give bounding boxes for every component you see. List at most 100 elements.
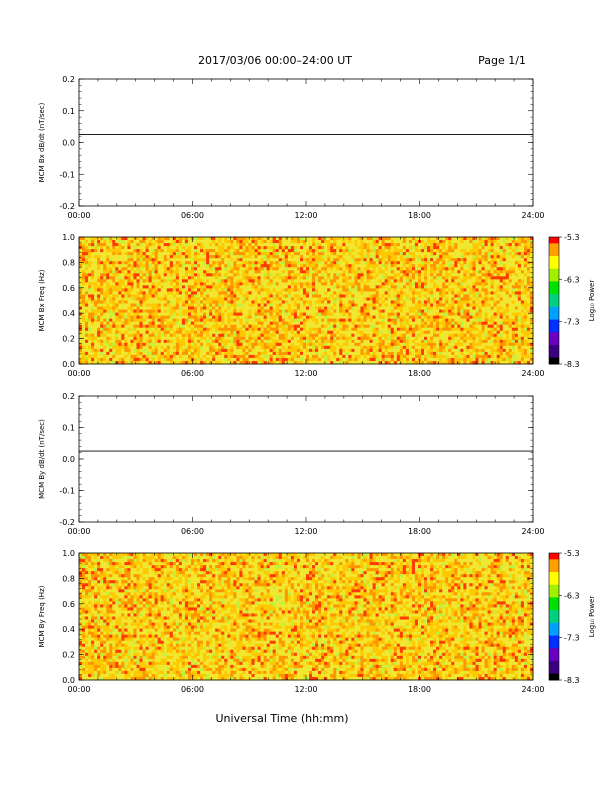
spectrogram-cell [345, 285, 348, 288]
spectrogram-cell [309, 246, 312, 249]
spectrogram-cell [252, 340, 255, 343]
spectrogram-cell [94, 334, 97, 337]
spectrogram-cell [242, 310, 245, 313]
spectrogram-cell [409, 316, 412, 319]
spectrogram-cell [303, 297, 306, 300]
spectrogram-cell [103, 304, 106, 307]
spectrogram-cell [373, 294, 376, 297]
spectrogram-cell [236, 346, 239, 349]
spectrogram-cell [364, 349, 367, 352]
spectrogram-cell [397, 352, 400, 355]
spectrogram-cell [255, 331, 258, 334]
spectrogram-cell [167, 240, 170, 243]
spectrogram-cell [158, 346, 161, 349]
spectrogram-cell [309, 331, 312, 334]
spectrogram-cell [103, 331, 106, 334]
spectrogram-cell [421, 325, 424, 328]
spectrogram-cell [170, 282, 173, 285]
spectrogram-cell [312, 355, 315, 358]
spectrogram-cell [152, 243, 155, 246]
spectrogram-cell [279, 258, 282, 261]
spectrogram-cell [391, 334, 394, 337]
spectrogram-cell [85, 340, 88, 343]
spectrogram-cell [300, 273, 303, 276]
spectrogram-cell [100, 273, 103, 276]
spectrogram-cell [221, 304, 224, 307]
spectrogram-cell [276, 246, 279, 249]
spectrogram-cell [221, 319, 224, 322]
spectrogram-cell [258, 270, 261, 273]
spectrogram-cell [239, 307, 242, 310]
spectrogram-cell [318, 255, 321, 258]
spectrogram-cell [364, 343, 367, 346]
spectrogram-cell [258, 355, 261, 358]
spectrogram-cell [230, 291, 233, 294]
spectrogram-cell [233, 331, 236, 334]
spectrogram-cell [400, 310, 403, 313]
spectrogram-cell [336, 322, 339, 325]
spectrogram-cell [176, 246, 179, 249]
spectrogram-cell [418, 346, 421, 349]
spectrogram-cell [327, 310, 330, 313]
spectrogram-cell [191, 276, 194, 279]
spectrogram-cell [137, 258, 140, 261]
spectrogram-cell [242, 319, 245, 322]
spectrogram-cell [194, 240, 197, 243]
spectrogram-cell [137, 294, 140, 297]
spectrogram-cell [258, 279, 261, 282]
spectrogram-cell [339, 288, 342, 291]
spectrogram-cell [264, 307, 267, 310]
spectrogram-cell [376, 319, 379, 322]
spectrogram-cell [348, 270, 351, 273]
spectrogram-cell [318, 301, 321, 304]
spectrogram-cell [400, 261, 403, 264]
spectrogram-cell [127, 291, 130, 294]
spectrogram-cell [345, 273, 348, 276]
spectrogram-cell [224, 267, 227, 270]
spectrogram-cell [418, 319, 421, 322]
spectrogram-cell [146, 355, 149, 358]
spectrogram-cell [339, 243, 342, 246]
spectrogram-cell [421, 304, 424, 307]
spectrogram-cell [233, 349, 236, 352]
spectrogram-cell [194, 288, 197, 291]
spectrogram-cell [88, 322, 91, 325]
spectrogram-cell [339, 355, 342, 358]
spectrogram-cell [245, 279, 248, 282]
spectrogram-cell [146, 246, 149, 249]
spectrogram-cell [164, 331, 167, 334]
spectrogram-cell [270, 288, 273, 291]
spectrogram-cell [118, 240, 121, 243]
spectrogram-cell [221, 328, 224, 331]
spectrogram-cell [264, 325, 267, 328]
spectrogram-cell [415, 273, 418, 276]
spectrogram-cell [294, 304, 297, 307]
spectrogram-cell [357, 285, 360, 288]
spectrogram-cell [267, 319, 270, 322]
spectrogram-cell [188, 334, 191, 337]
spectrogram-cell [236, 285, 239, 288]
spectrogram-cell [173, 352, 176, 355]
spectrogram-cell [364, 304, 367, 307]
spectrogram-cell [200, 294, 203, 297]
spectrogram-cell [424, 337, 427, 340]
spectrogram-cell [146, 301, 149, 304]
spectrogram-cell [82, 340, 85, 343]
spectrogram-cell [179, 313, 182, 316]
spectrogram-cell [288, 358, 291, 361]
spectrogram-cell [121, 340, 124, 343]
spectrogram-cell [164, 301, 167, 304]
spectrogram-cell [197, 313, 200, 316]
spectrogram-cell [370, 273, 373, 276]
spectrogram-cell [367, 246, 370, 249]
spectrogram-cell [412, 258, 415, 261]
spectrogram-cell [333, 352, 336, 355]
spectrogram-cell [397, 270, 400, 273]
spectrogram-cell [224, 255, 227, 258]
spectrogram-cell [303, 307, 306, 310]
spectrogram-cell [261, 279, 264, 282]
spectrogram-cell [376, 255, 379, 258]
spectrogram-cell [94, 304, 97, 307]
spectrogram-cell [270, 319, 273, 322]
spectrogram-cell [321, 301, 324, 304]
